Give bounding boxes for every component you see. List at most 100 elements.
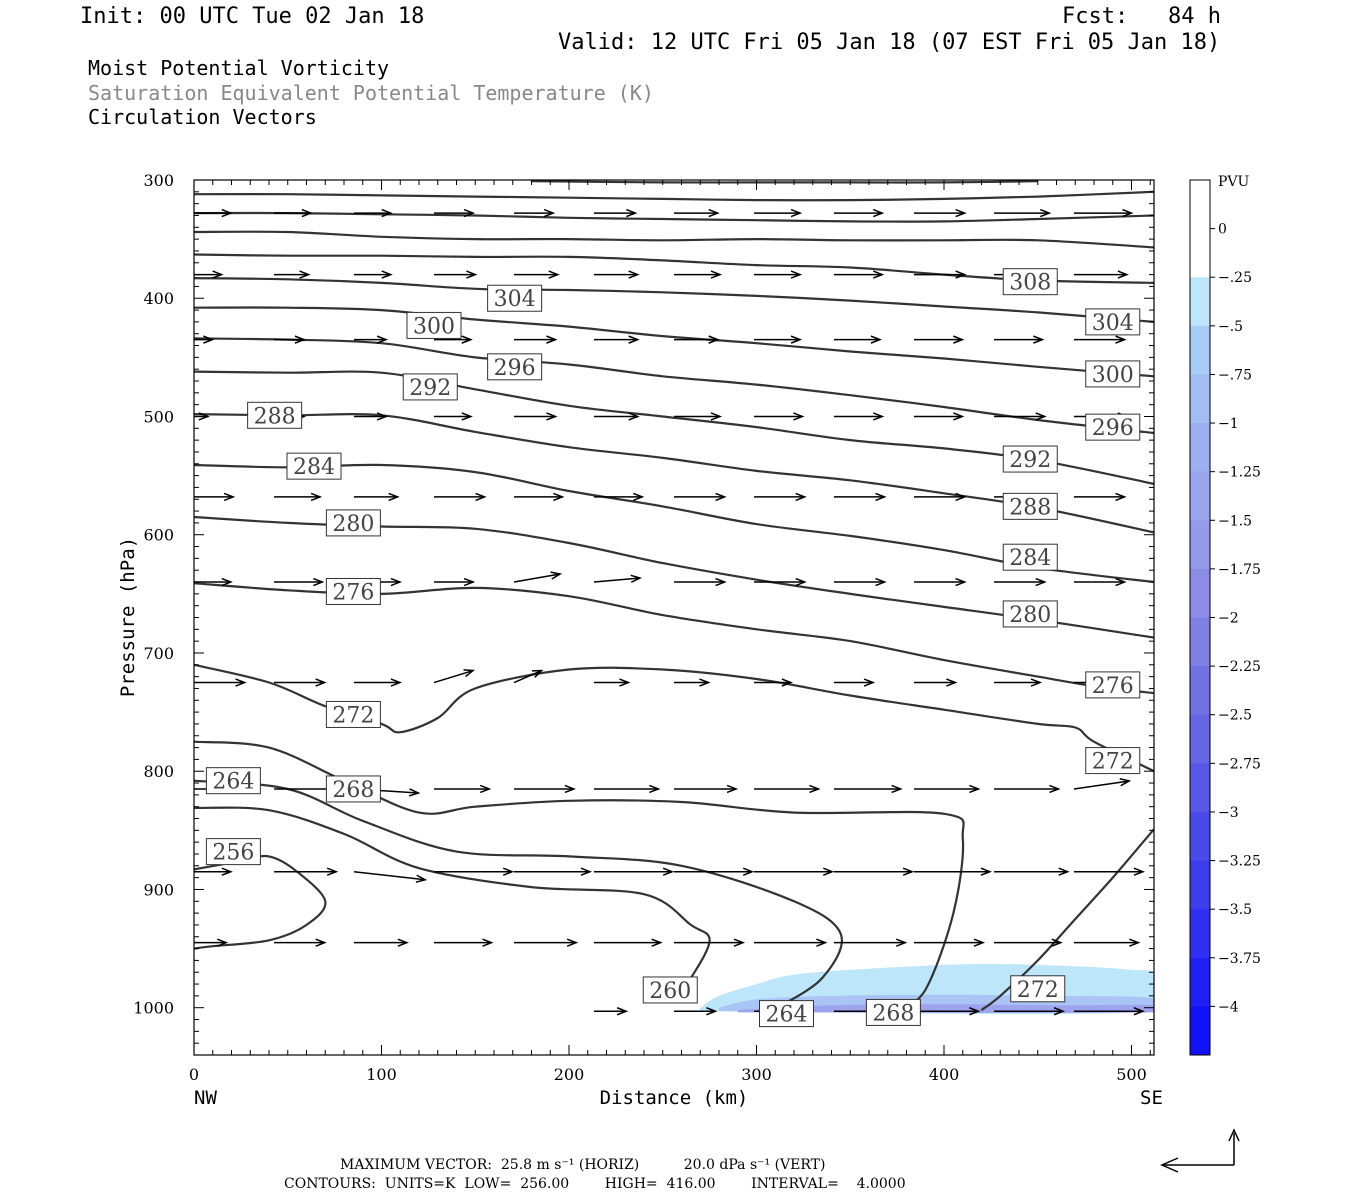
footer-max-vector: MAXIMUM VECTOR: 25.8 m s⁻¹ (HORIZ) 20.0 … [340, 1157, 826, 1173]
x-tick-label: 400 [929, 1065, 960, 1084]
colorbar-label: −3 [1218, 805, 1239, 821]
colorbar-label: −.5 [1218, 319, 1243, 335]
circulation-vector [593, 678, 631, 687]
y-tick-label: 800 [143, 762, 174, 781]
svg-text:272: 272 [332, 703, 374, 728]
circulation-vector [194, 678, 247, 687]
circulation-vector [514, 270, 560, 279]
svg-text:308: 308 [1009, 271, 1051, 296]
colorbar-label: −1.25 [1218, 465, 1261, 481]
svg-text:284: 284 [1009, 546, 1051, 571]
colorbar-label: −.25 [1218, 270, 1252, 286]
circulation-vector [593, 1007, 629, 1016]
circulation-vector [194, 492, 236, 502]
circulation-vector [1073, 335, 1127, 344]
circulation-vector [434, 492, 487, 502]
circulation-vector [833, 678, 876, 687]
contour-label: 300 [1085, 360, 1141, 388]
circulation-vector [514, 938, 579, 947]
svg-text:304: 304 [494, 287, 536, 312]
contour-label: 300 [406, 311, 462, 339]
circulation-vector [914, 784, 981, 794]
circulation-vector [754, 208, 803, 218]
contour-label: 272 [1085, 747, 1141, 775]
svg-text:268: 268 [872, 1001, 914, 1026]
colorbar-swatch [1190, 471, 1210, 521]
circulation-vector [514, 492, 565, 502]
circulation-vector [994, 678, 1043, 687]
circulation-vector [914, 678, 958, 687]
colorbar-swatch [1190, 957, 1210, 1007]
x-tick-label: 0 [189, 1065, 199, 1084]
circulation-vector [754, 577, 807, 587]
circulation-vector [1073, 867, 1146, 876]
circulation-vector [194, 577, 233, 587]
contour-label: 276 [1085, 671, 1141, 699]
contour-label: 296 [1085, 413, 1141, 441]
circulation-vector [434, 208, 476, 218]
circulation-vector [994, 577, 1047, 587]
svg-text:264: 264 [212, 770, 254, 795]
contour-label: 296 [487, 353, 543, 381]
contour-labels: 304 300 296 292 288 284 280 276 272 268 264 256 260 2… [205, 268, 1141, 1028]
title-theta-es: Saturation Equivalent Potential Temperat… [88, 81, 654, 105]
theta-contour-296 [194, 337, 1154, 435]
forecast-hour: Fcst: 84 h [1062, 4, 1221, 29]
circulation-vector [754, 784, 821, 794]
x-end-left: NW [194, 1087, 217, 1109]
circulation-vector [434, 270, 478, 279]
circulation-vector [593, 784, 661, 794]
circulation-vector [674, 1007, 718, 1016]
theta-contour-268 [194, 740, 965, 1012]
colorbar-unit: PVU [1218, 174, 1250, 190]
init-time: Init: 00 UTC Tue 02 Jan 18 [80, 4, 425, 29]
y-tick-label: 600 [143, 526, 174, 545]
circulation-vector [274, 867, 339, 876]
colorbar-swatch [1190, 180, 1210, 230]
colorbar-swatch [1190, 423, 1210, 473]
circulation-vectors [194, 208, 1146, 1016]
circulation-vector [674, 867, 755, 876]
contour-label: 280 [325, 509, 381, 537]
circulation-vector [674, 270, 723, 279]
valid-time: Valid: 12 UTC Fri 05 Jan 18 (07 EST Fri … [558, 30, 1221, 55]
circulation-vector [514, 867, 593, 876]
circulation-vector [434, 577, 476, 587]
svg-text:292: 292 [409, 376, 451, 401]
circulation-vector [674, 492, 727, 502]
circulation-vector [593, 208, 638, 218]
y-tick-label: 500 [143, 407, 174, 426]
svg-text:288: 288 [254, 404, 296, 429]
x-end-right: SE [1140, 1087, 1163, 1109]
svg-text:280: 280 [1009, 603, 1051, 628]
colorbar-swatch [1190, 811, 1210, 862]
circulation-vector [833, 208, 885, 218]
colorbar-swatch [1190, 763, 1210, 813]
pvu-colorbar: PVU 0 −.25 −.5 −.75 −1 −1.25 −1.5 −1.75 −2 −2.25 −2… [1189, 174, 1261, 1056]
circulation-vector [914, 492, 967, 502]
contour-label: 268 [325, 775, 381, 803]
svg-text:300: 300 [413, 314, 455, 339]
y-tick-label: 300 [143, 171, 174, 190]
circulation-vector [1073, 938, 1141, 947]
contour-label: 272 [1010, 975, 1066, 1003]
svg-text:288: 288 [1009, 495, 1051, 520]
theta-contour-308 [194, 253, 1154, 284]
colorbar-swatch [1190, 666, 1210, 716]
theta-contour-272 [980, 828, 1154, 1011]
y-tick-label: 1000 [133, 999, 174, 1018]
circulation-vector [353, 870, 428, 883]
colorbar-label: −3.25 [1218, 854, 1261, 870]
circulation-vector [1073, 270, 1129, 279]
circulation-vector [833, 492, 887, 502]
circulation-vector [274, 335, 307, 344]
circulation-vector [914, 335, 965, 344]
circulation-vector [833, 577, 887, 587]
svg-text:272: 272 [1017, 978, 1059, 1003]
axis-ticks: 300 400 500 600 700 800 900 1000 0 100 200 300 400 50… [133, 171, 1154, 1084]
circulation-vector [514, 335, 558, 344]
circulation-vector [994, 412, 1047, 421]
theta-contour-288 [194, 413, 1154, 534]
circulation-vector [1073, 577, 1127, 587]
circulation-vector [994, 784, 1061, 794]
